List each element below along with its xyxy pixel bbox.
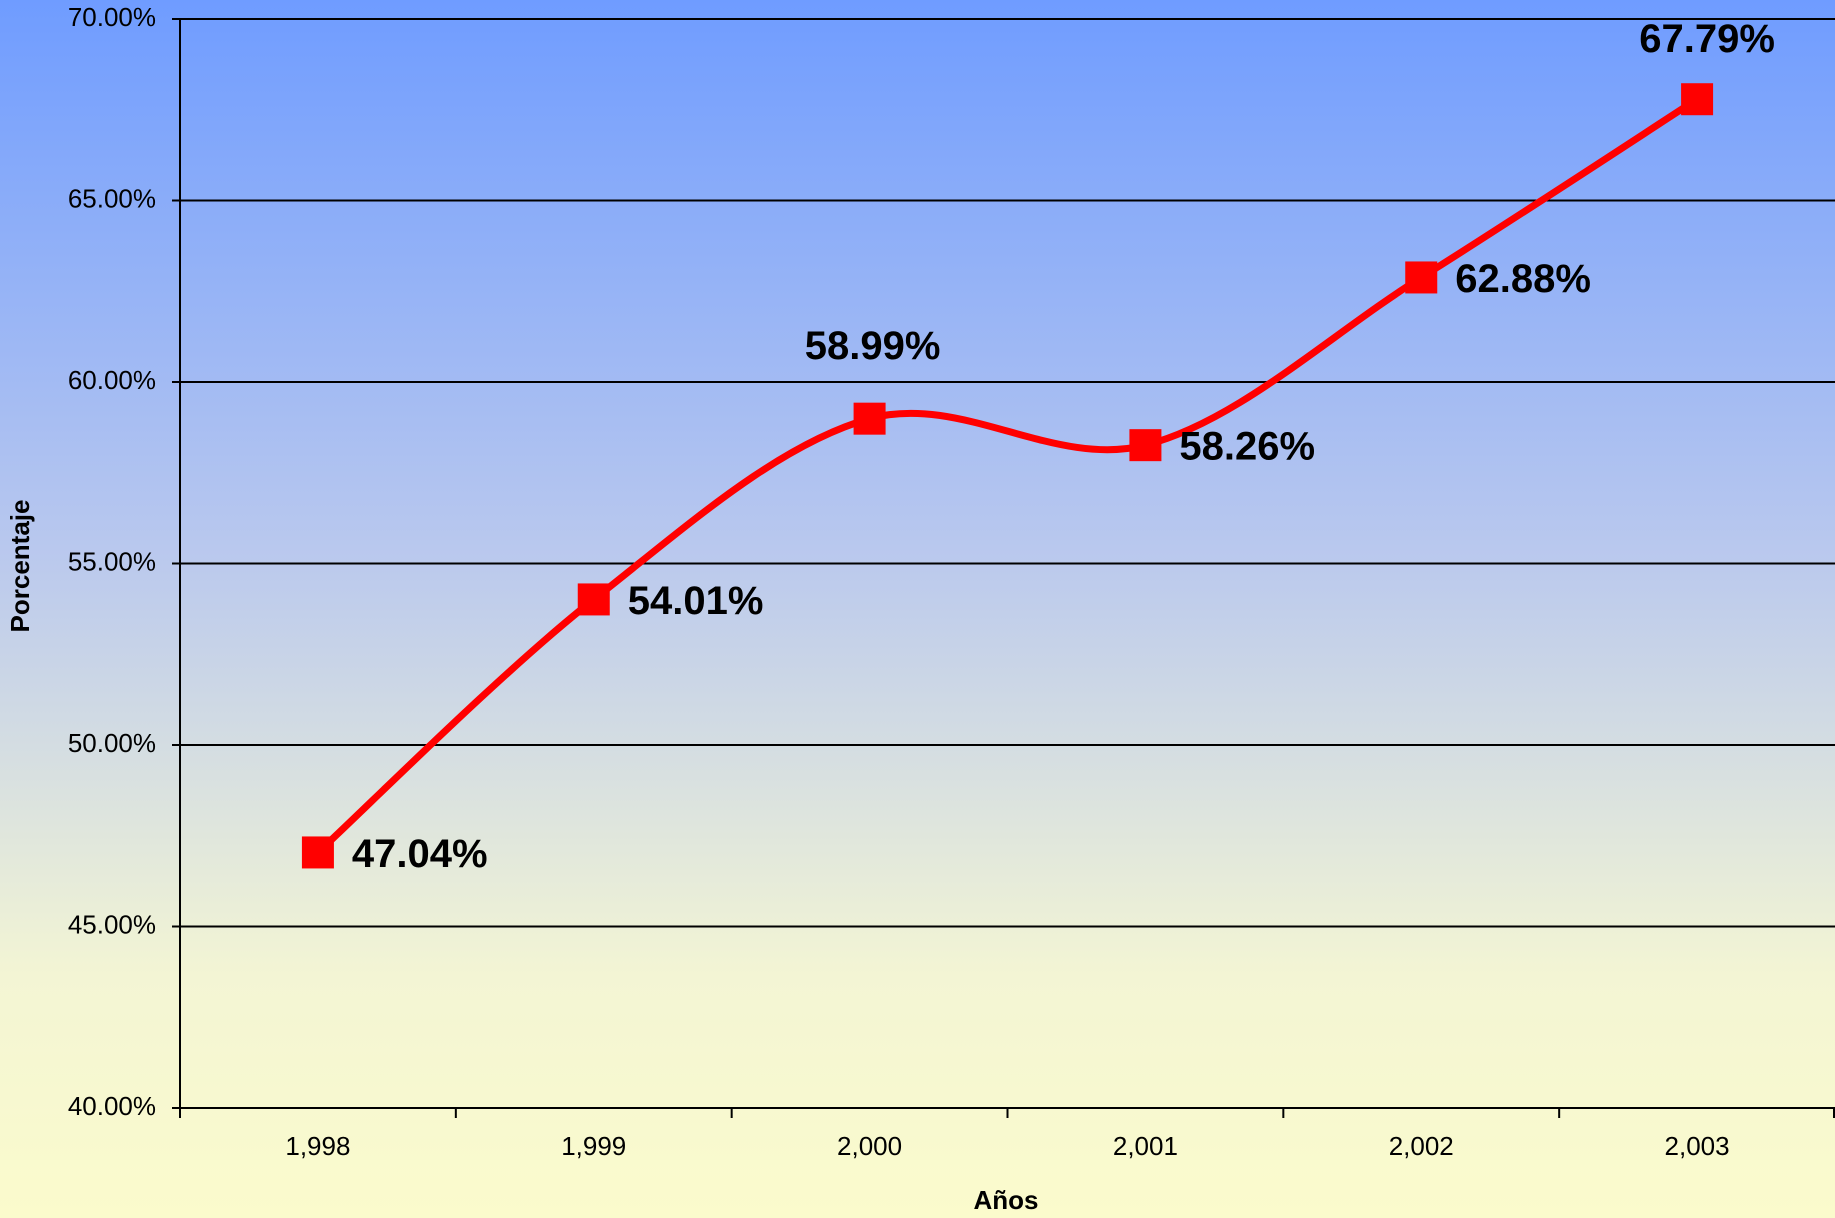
x-tick-label: 2,000 xyxy=(837,1131,902,1161)
marker xyxy=(1129,429,1162,462)
x-tick-label: 2,002 xyxy=(1389,1131,1454,1161)
data-label: 54.01% xyxy=(628,579,764,623)
data-label: 67.79% xyxy=(1639,17,1775,61)
x-tick-label: 1,998 xyxy=(285,1131,350,1161)
y-tick-label: 55.00% xyxy=(68,546,156,576)
marker xyxy=(1405,261,1438,294)
y-tick-label: 45.00% xyxy=(68,909,156,939)
y-axis-title: Porcentaje xyxy=(5,500,35,633)
y-tick-label: 40.00% xyxy=(68,1091,156,1121)
marker xyxy=(853,402,886,435)
data-label: 62.88% xyxy=(1455,257,1591,301)
y-tick-label: 50.00% xyxy=(68,728,156,758)
marker xyxy=(1681,83,1714,116)
y-tick-label: 70.00% xyxy=(68,2,156,32)
data-label: 47.04% xyxy=(352,832,488,876)
y-tick-label: 65.00% xyxy=(68,183,156,213)
data-label: 58.26% xyxy=(1179,425,1315,469)
x-axis-title: Años xyxy=(974,1185,1039,1215)
marker xyxy=(301,836,334,869)
series-line xyxy=(315,96,1699,856)
data-label: 58.99% xyxy=(805,324,941,368)
x-tick-label: 1,999 xyxy=(561,1131,626,1161)
x-tick-label: 2,001 xyxy=(1113,1131,1178,1161)
x-tick-label: 2,003 xyxy=(1665,1131,1730,1161)
marker xyxy=(577,583,610,616)
y-tick-label: 60.00% xyxy=(68,365,156,395)
